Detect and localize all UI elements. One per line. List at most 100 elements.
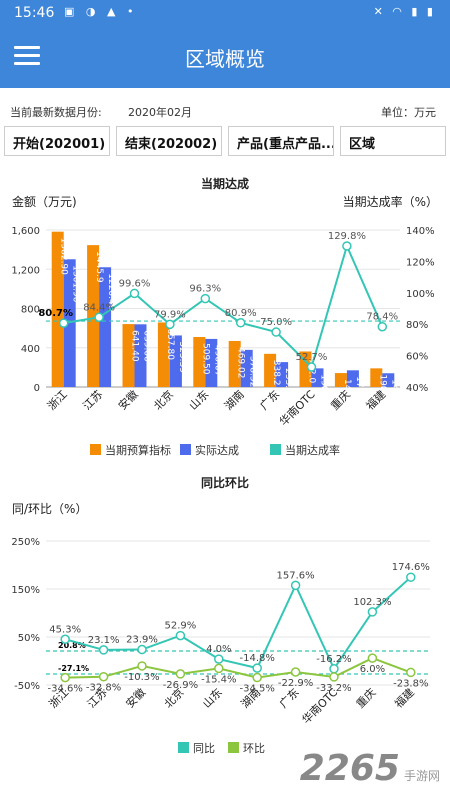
- rate-point: [58, 318, 69, 328]
- product-filter[interactable]: 产品(重点产品...: [228, 126, 334, 156]
- yoy-point: [290, 580, 301, 591]
- region-filter[interactable]: 区域: [340, 126, 446, 156]
- legend-mom[interactable]: 环比: [228, 740, 265, 756]
- x-tick-label: 广东: [257, 388, 282, 413]
- yoy-mom-chart: 同/环比（%）-50%50%150%250%20.8%-27.1%浙江 江苏 安徽北…: [11, 502, 430, 727]
- bar-label-actual: 490.07: [212, 345, 222, 377]
- mom-label: -33.2%: [316, 683, 351, 694]
- bar-label-actual: 1301.90: [71, 265, 81, 302]
- status-bar: 15:46 ▣ ◑ ▲ • ✕ ◠ ▮ ▮: [0, 0, 450, 26]
- rate-point: [94, 312, 104, 323]
- start-period-filter[interactable]: 开始(202001): [4, 126, 110, 156]
- rate-label: 84.4%: [83, 302, 115, 313]
- legend-yoy[interactable]: 同比: [178, 740, 215, 756]
- bar-label-actual: 525.39: [177, 341, 187, 373]
- y2-axis-title: 当期达成率（%）: [343, 194, 438, 209]
- x-tick-label: 浙江: [45, 388, 70, 413]
- yoy-point: [367, 607, 378, 617]
- yoy-label: 52.9%: [165, 621, 197, 632]
- x-tick-label: 华南OTC: [276, 387, 318, 429]
- mom-label: -26.9%: [163, 680, 198, 691]
- y-tick-label: 250%: [11, 537, 40, 548]
- hamburger-icon[interactable]: [14, 46, 40, 68]
- mom-label: -32.8%: [86, 683, 121, 694]
- x-tick-label: 安徽: [123, 685, 148, 710]
- y2-tick-label: 100%: [406, 289, 435, 300]
- y-tick-label: 1,200: [11, 265, 40, 276]
- mom-point: [175, 669, 186, 679]
- yoy-label: -14.8%: [240, 653, 275, 664]
- rate-point: [377, 321, 388, 332]
- mom-point: [137, 661, 147, 671]
- bar-label-budget: 657.80: [165, 328, 175, 360]
- mom-label: -34.5%: [240, 684, 275, 695]
- bar-actual: [99, 267, 112, 387]
- rate-line: [63, 243, 384, 369]
- bar-budget: [51, 231, 64, 387]
- yoy-line: [64, 576, 412, 671]
- bar-budget: [122, 324, 135, 387]
- bar-actual: [346, 370, 359, 387]
- rate-label: 75.0%: [260, 317, 292, 328]
- bar-actual: [276, 362, 289, 387]
- bar-label-actual: 253.7: [283, 368, 293, 394]
- mom-point: [290, 667, 301, 677]
- mom-point: [214, 663, 224, 674]
- yoy-point: [98, 645, 109, 655]
- yoy-point: [175, 630, 186, 641]
- mom-label: -22.9%: [278, 678, 313, 689]
- yoy-point: [214, 654, 224, 664]
- rate-label: 79.9%: [154, 309, 186, 320]
- rate-label: 80.7%: [38, 308, 73, 319]
- app-bar: 区域概览: [0, 26, 450, 88]
- unit-label: 单位：万元: [381, 106, 436, 119]
- bar-budget: [228, 340, 241, 387]
- bar-actual: [240, 349, 253, 387]
- rate-point: [271, 327, 281, 337]
- end-period-filter[interactable]: 结束(202002): [116, 126, 222, 156]
- y2-tick-label: 120%: [406, 257, 435, 268]
- mom-point: [98, 671, 109, 682]
- bar-label-budget: 469.02: [236, 347, 246, 379]
- bar-label-budget: 190.0: [377, 374, 387, 400]
- bar-budget: [157, 322, 170, 387]
- mom-label: -34.6%: [48, 684, 83, 695]
- mom-point: [367, 653, 378, 663]
- bar-actual: [382, 373, 395, 387]
- rate-label: 99.6%: [119, 278, 151, 289]
- rate-label: 96.3%: [189, 284, 221, 295]
- yoy-label: 23.9%: [126, 635, 158, 646]
- mom-point: [329, 672, 339, 682]
- bar-label-budget: 1582.90: [59, 238, 69, 275]
- mom-line: [65, 657, 412, 679]
- yoy-point: [137, 644, 147, 655]
- bar-label-budget: 1445.9: [94, 251, 104, 283]
- bar-label-actual: 378.52: [248, 356, 258, 388]
- legend-actual[interactable]: 实际达成: [180, 442, 239, 458]
- page-title: 区域概览: [185, 47, 265, 71]
- x-tick-label: 安徽: [115, 387, 140, 412]
- mom-point: [406, 667, 416, 678]
- y2-tick-label: 60%: [406, 352, 428, 363]
- watermark-logo: 2265 手游网: [299, 748, 440, 789]
- rate-point: [129, 288, 140, 299]
- y-tick-label: 150%: [11, 585, 40, 596]
- legend-budget[interactable]: 当期预算指标: [90, 442, 171, 458]
- bar-label-actual: 170.0: [354, 376, 364, 402]
- x-tick-label: 重庆: [353, 685, 378, 710]
- y2-tick-label: 80%: [406, 320, 428, 331]
- achievement-chart: 金额（万元) 当期达成率（%） 0 400 800 1,200 1,600 40% 60% 80%…: [11, 194, 438, 429]
- bar-budget: [334, 373, 347, 387]
- yoy-label: -16.2%: [316, 654, 351, 665]
- bar-label-actual: 140.0: [389, 379, 399, 405]
- yoy-label: 23.1%: [88, 635, 120, 646]
- x-tick-label: 山东: [187, 388, 212, 413]
- y2-tick-label: 140%: [406, 226, 435, 237]
- x-tick-label: 江苏: [80, 388, 105, 413]
- x-tick-label: 山东: [200, 686, 225, 711]
- bar-budget: [193, 337, 206, 387]
- bar-actual: [311, 368, 324, 387]
- x-tick-label: 北京: [151, 387, 176, 412]
- legend-rate[interactable]: 当期达成率: [270, 442, 340, 458]
- x-tick-label: 湖南: [222, 388, 247, 413]
